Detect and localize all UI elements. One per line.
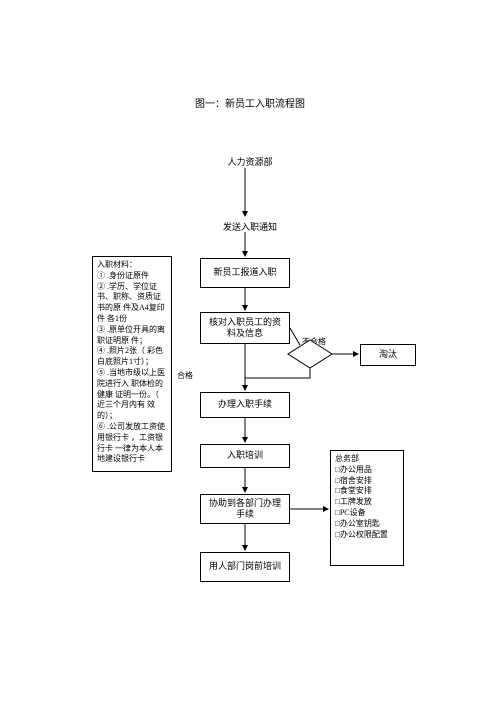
subtitle-notice: 发送入职通知	[0, 220, 500, 233]
node-label: 入职培训	[227, 450, 263, 461]
subtitle-hr: 人力资源部	[0, 155, 500, 168]
depts-item: □工牌发放	[335, 497, 399, 508]
node-label: 用人部门岗前培训	[209, 561, 281, 572]
node-report-in: 新员工报道入职	[200, 258, 290, 288]
label-fail: 不合格	[302, 336, 326, 347]
materials-item: ② .学历、学位证书、职称、资质证书的原 件及A4复印件 各1份	[97, 282, 167, 325]
materials-item: ③ .原单位开具的离职证明原 件；	[97, 325, 167, 347]
materials-item: ① .身份证原件	[97, 271, 167, 282]
depts-item: □办公权限配置	[335, 530, 399, 541]
node-label: 核对入职员工的资料及信息	[205, 317, 285, 340]
node-dept-training: 用人部门岗前培训	[200, 552, 290, 582]
node-dept-assist: 协助到各部门办理手续	[200, 494, 290, 524]
materials-heading: 入职材料：	[97, 260, 167, 271]
materials-item: ⑤ .当地市级以上医院进行入 职体检的健康 证明一份。（ 近三个月内有 效的）；	[97, 368, 167, 422]
depts-item: □办公室钥匙	[335, 519, 399, 530]
node-onboard-process: 办理入职手续	[200, 392, 290, 418]
label-pass: 合格	[177, 370, 193, 381]
node-training: 入职培训	[200, 444, 290, 468]
depts-item: □办公用品	[335, 465, 399, 476]
node-label: 协助到各部门办理手续	[205, 498, 285, 521]
depts-box: 总务部 □办公用品 □宿舍安排 □食堂安排 □工牌发放 □PC设备 □办公室钥匙…	[330, 450, 404, 566]
node-label: 新员工报道入职	[213, 267, 276, 278]
node-label: 办理入职手续	[218, 399, 272, 410]
depts-item: □食堂安排	[335, 486, 399, 497]
materials-box: 入职材料： ① .身份证原件 ② .学历、学位证书、职称、资质证书的原 件及A4…	[92, 256, 172, 472]
materials-item: ④ .照片2张（ 彩色白底照片1寸）；	[97, 346, 167, 368]
depts-heading: 总务部	[335, 454, 399, 465]
materials-item: ⑥ .公司发放工资使用银行卡 ，工资银行卡 一律为本人本 地建设银行卡	[97, 422, 167, 465]
depts-item: □宿舍安排	[335, 476, 399, 487]
page-title: 图一：新员工入职流程图	[0, 95, 500, 110]
node-reject: 淘汰	[360, 344, 416, 366]
node-label: 淘汰	[379, 349, 397, 360]
node-verify-info: 核对入职员工的资料及信息	[200, 312, 290, 344]
depts-item: □PC设备	[335, 508, 399, 519]
